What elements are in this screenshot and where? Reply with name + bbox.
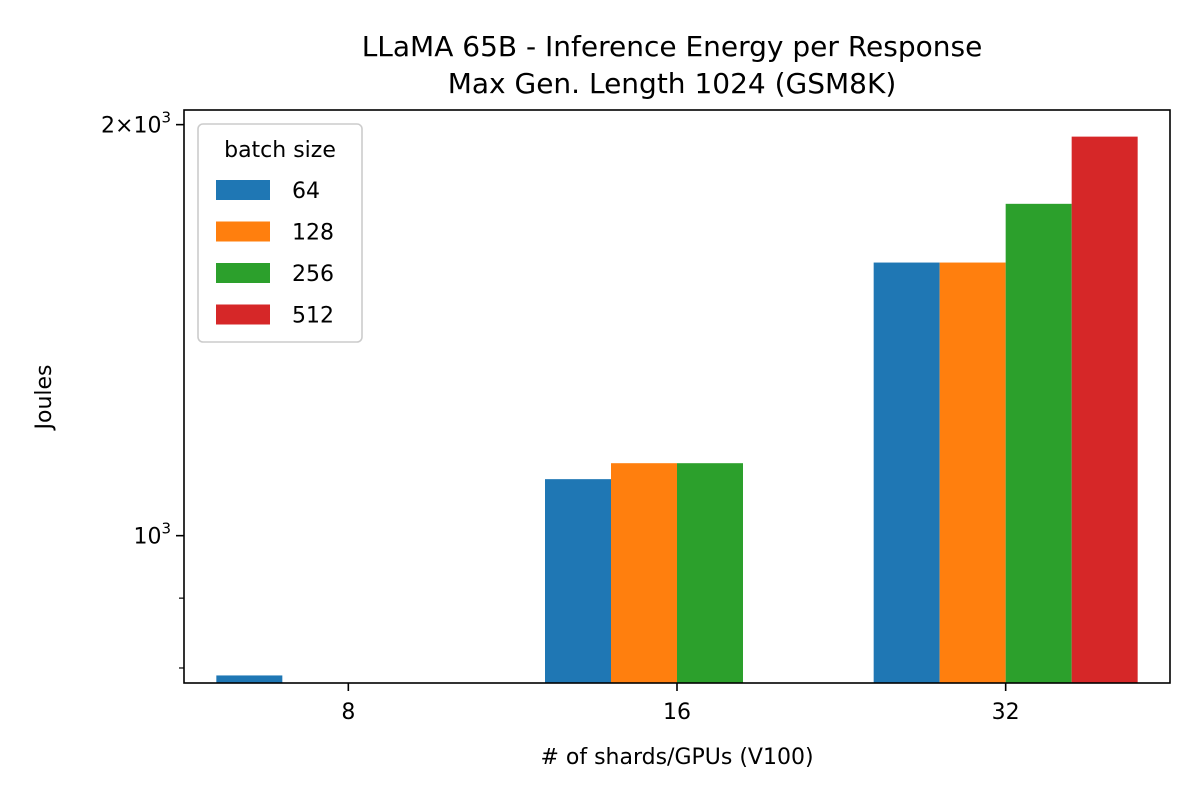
y-axis: 103 2×103 — [101, 109, 184, 669]
x-axis: 8 16 32 — [341, 683, 1020, 725]
bar-64-16 — [545, 479, 611, 683]
bars-layer — [216, 136, 1138, 684]
legend: batch size 64 128 256 512 — [197, 123, 363, 343]
x-tick-label: 32 — [992, 700, 1020, 725]
x-tick-label: 16 — [663, 700, 691, 725]
legend-swatch-64 — [216, 180, 270, 200]
bar-64-8 — [216, 675, 283, 683]
legend-swatch-256 — [216, 263, 270, 283]
bar-256-16 — [677, 463, 743, 683]
legend-title: batch size — [224, 138, 336, 163]
plot-frame — [183, 109, 1171, 684]
y-tick-label: 103 — [133, 520, 171, 550]
legend-swatch-128 — [216, 221, 270, 242]
legend-label-256: 256 — [292, 262, 334, 287]
y-tick-label: 2×103 — [101, 109, 171, 139]
bar-512-32 — [1071, 136, 1138, 684]
y-axis-label: Joules — [32, 364, 57, 431]
bar-64-32 — [873, 262, 940, 683]
legend-label-64: 64 — [292, 179, 320, 204]
chart-title: LLaMA 65B - Inference Energy per Respons… — [362, 30, 983, 63]
x-axis-label: # of shards/GPUs (V100) — [540, 745, 813, 770]
bar-256-32 — [1005, 203, 1072, 683]
legend-label-128: 128 — [292, 221, 334, 246]
x-tick-label: 8 — [341, 700, 355, 725]
legend-label-512: 512 — [292, 304, 334, 329]
bar-128-32 — [939, 262, 1006, 683]
bar-128-16 — [611, 463, 677, 683]
chart-subtitle: Max Gen. Length 1024 (GSM8K) — [448, 67, 897, 100]
legend-frame — [197, 123, 363, 343]
legend-swatch-512 — [216, 304, 270, 325]
